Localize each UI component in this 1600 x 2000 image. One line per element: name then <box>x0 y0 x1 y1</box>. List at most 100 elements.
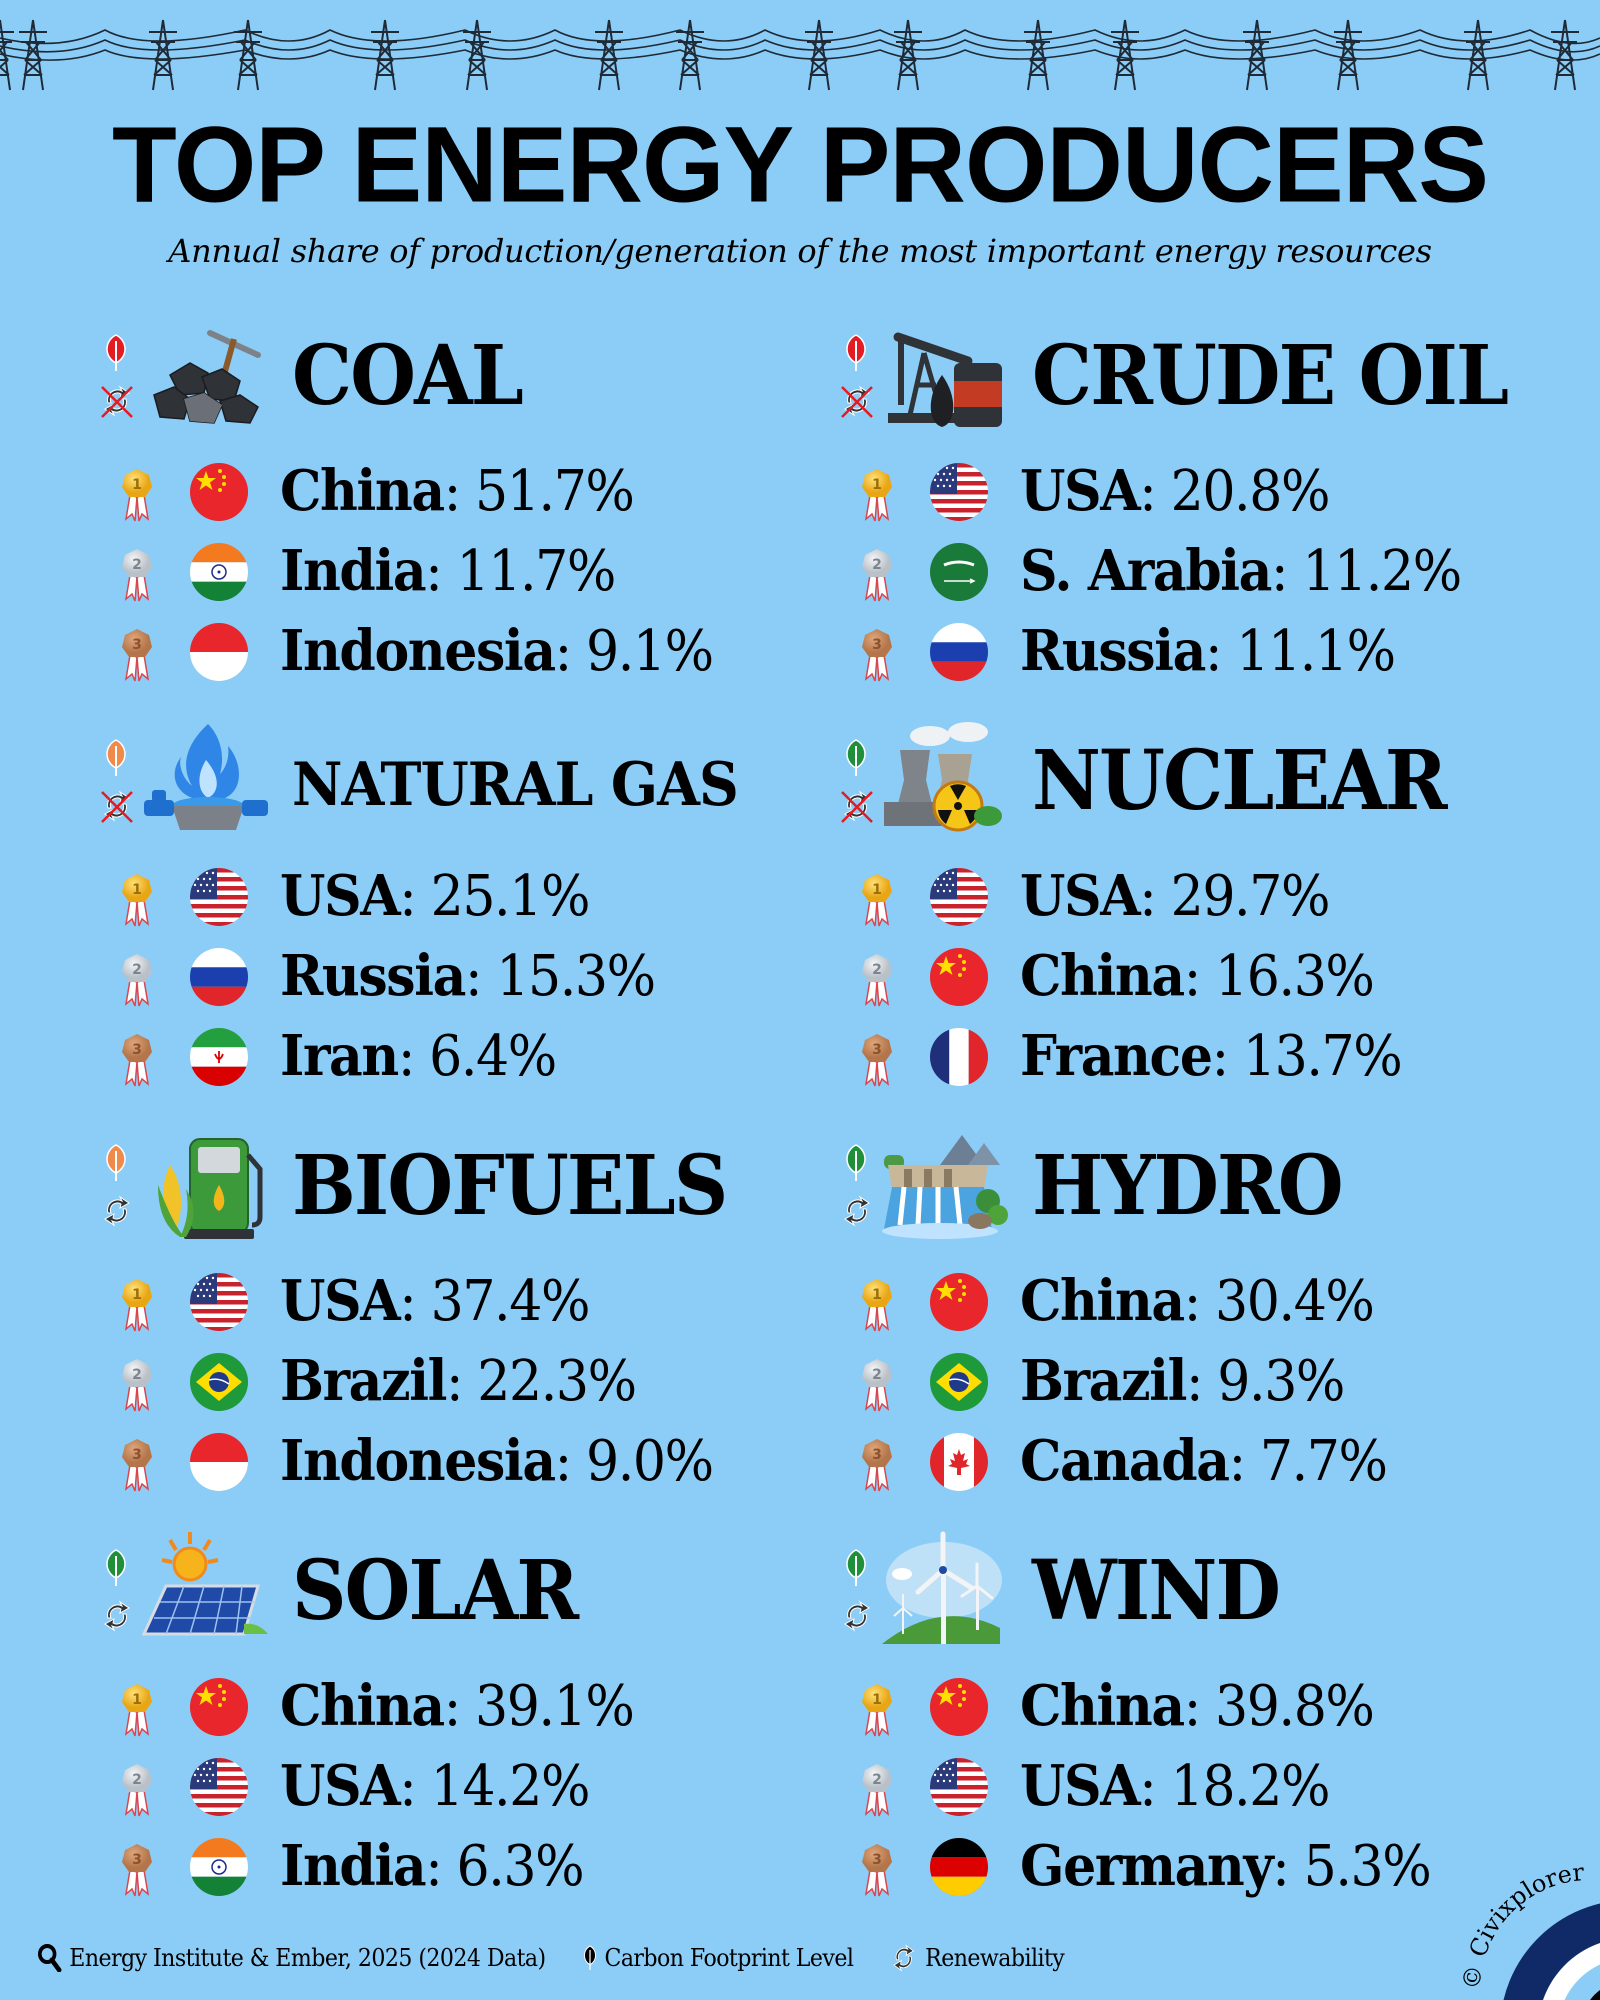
flag-usa-icon <box>930 1758 988 1816</box>
ranking-list: 1 USA: 37.4% 2 Brazil: 22.3% 3 <box>80 1265 820 1505</box>
gold-medal-icon: 1 <box>122 1279 152 1333</box>
bronze-medal-icon: 3 <box>122 1844 152 1898</box>
svg-text:2: 2 <box>132 962 142 978</box>
gold-medal-icon: 1 <box>122 874 152 928</box>
resource-title: NUCLEAR <box>1032 733 1448 829</box>
resource-panel-wind: WIND 1 China: 39.8% 2 USA: 18.2% <box>820 1530 1560 1930</box>
ranking-text: Brazil: 9.3% <box>1020 1348 1345 1414</box>
magnifier-icon <box>38 1944 62 1972</box>
civixplorer-logo: © Civixplorer <box>1457 1858 1600 2000</box>
ranking-row: 2 S. Arabia: 11.2% <box>820 535 1560 615</box>
svg-text:1: 1 <box>132 1287 142 1303</box>
ranking-text: France: 13.7% <box>1020 1024 1403 1089</box>
silver-medal-icon: 2 <box>862 1359 892 1413</box>
flag-usa-icon <box>190 868 248 926</box>
resource-panel-solar: SOLAR 1 China: 39.1% 2 USA: 14.2% <box>80 1530 820 1930</box>
svg-text:1: 1 <box>872 1692 882 1708</box>
solar-panel-icon <box>140 1530 270 1650</box>
leaf-icon <box>582 1943 597 1973</box>
share-value: 7.7% <box>1259 1429 1388 1494</box>
svg-text:2: 2 <box>872 962 882 978</box>
ranking-text: India: 11.7% <box>280 539 616 604</box>
country-name: Canada <box>1020 1428 1230 1494</box>
separator: : <box>399 864 431 929</box>
flag-china-icon <box>190 463 248 521</box>
share-value: 29.7% <box>1170 864 1331 929</box>
ranking-text: USA: 14.2% <box>280 1754 590 1819</box>
resource-header: COAL <box>80 315 820 435</box>
resource-panel-coal: COAL 1 China: 51.7% 2 India: 11.7% <box>80 315 820 715</box>
resource-indicators <box>838 333 878 423</box>
share-value: 18.2% <box>1170 1754 1331 1819</box>
non-renewable-icon <box>101 791 133 823</box>
non-renewable-icon <box>101 386 133 418</box>
country-name: Indonesia <box>280 1428 556 1494</box>
country-name: China <box>1020 1673 1185 1739</box>
renewable-icon <box>840 1193 874 1229</box>
country-name: China <box>280 458 445 524</box>
carbon-leaf-icon <box>844 333 868 373</box>
carbon-leaf-icon <box>104 333 128 373</box>
separator: : <box>1204 619 1237 684</box>
silver-medal-icon: 2 <box>862 1764 892 1818</box>
country-name: USA <box>280 863 401 929</box>
resource-panel-hydro: HYDRO 1 China: 30.4% 2 Brazil: 9.3% <box>820 1125 1560 1525</box>
ranking-text: Canada: 7.7% <box>1020 1428 1388 1494</box>
country-name: Russia <box>280 943 466 1009</box>
country-name: Brazil <box>1020 1348 1187 1414</box>
separator: : <box>397 1024 430 1089</box>
ranking-text: Russia: 15.3% <box>280 943 656 1009</box>
share-value: 37.4% <box>430 1269 591 1334</box>
share-value: 16.3% <box>1215 944 1375 1009</box>
svg-text:2: 2 <box>132 1367 142 1383</box>
resource-title: COAL <box>292 328 524 424</box>
ranking-row: 2 USA: 14.2% <box>80 1750 820 1830</box>
svg-text:2: 2 <box>132 1772 142 1788</box>
page-title: TOP ENERGY PRODUCERS <box>111 104 1489 226</box>
renewability-legend-item: Renewability <box>890 1942 1065 1974</box>
share-value: 25.1% <box>430 864 591 929</box>
ranking-row: 1 USA: 37.4% <box>80 1265 820 1345</box>
resource-panel-crude-oil: CRUDE OIL 1 USA: 20.8% 2 S. Arabia: <box>820 315 1560 715</box>
ranking-text: Russia: 11.1% <box>1020 619 1396 684</box>
country-name: China <box>1020 943 1185 1009</box>
flag-china-icon <box>190 1678 248 1736</box>
country-name: USA <box>1020 1753 1141 1819</box>
resource-panel-nuclear: NUCLEAR 1 USA: 29.7% 2 China: 16.3% <box>820 720 1560 1120</box>
resource-indicators <box>98 1548 138 1638</box>
flag-indonesia-icon <box>190 1433 248 1491</box>
separator: : <box>554 619 586 684</box>
flag-usa-icon <box>190 1758 248 1816</box>
ranking-list: 1 USA: 25.1% 2 Russia: 15.3% 3 <box>80 860 820 1100</box>
country-name: India <box>280 1833 427 1899</box>
ranking-text: China: 39.8% <box>1020 1673 1375 1739</box>
ranking-row: 2 Brazil: 22.3% <box>80 1345 820 1425</box>
share-value: 30.4% <box>1215 1269 1375 1334</box>
resource-header: BIOFUELS <box>80 1125 820 1245</box>
resource-panel-natural-gas: NATURAL GAS 1 USA: 25.1% 2 Russia: <box>80 720 820 1120</box>
carbon-leaf-icon <box>844 1548 868 1588</box>
recycle-icon <box>890 1942 918 1974</box>
ranking-row: 3 Russia: 11.1% <box>820 615 1560 695</box>
silver-medal-icon: 2 <box>122 1764 152 1818</box>
bronze-medal-icon: 3 <box>122 1034 152 1088</box>
separator: : <box>1211 1024 1243 1089</box>
ranking-list: 1 USA: 20.8% 2 S. Arabia: 11.2% 3 <box>820 455 1560 695</box>
share-value: 11.2% <box>1302 539 1462 604</box>
ranking-row: 2 China: 16.3% <box>820 940 1560 1020</box>
ranking-text: USA: 20.8% <box>1020 459 1330 524</box>
ranking-row: 3 Canada: 7.7% <box>820 1425 1560 1505</box>
ranking-list: 1 China: 39.1% 2 USA: 14.2% 3 <box>80 1670 820 1910</box>
bronze-medal-icon: 3 <box>122 1439 152 1493</box>
separator: : <box>399 1269 431 1334</box>
separator: : <box>425 1834 457 1899</box>
svg-text:1: 1 <box>132 882 142 898</box>
svg-text:3: 3 <box>872 637 882 653</box>
resource-indicators <box>98 1143 138 1233</box>
share-value: 9.0% <box>585 1429 714 1494</box>
flag-iran-icon <box>190 1028 248 1086</box>
bronze-medal-icon: 3 <box>122 629 152 683</box>
share-value: 51.7% <box>475 459 635 524</box>
gold-medal-icon: 1 <box>122 1684 152 1738</box>
gold-medal-icon: 1 <box>862 874 892 928</box>
